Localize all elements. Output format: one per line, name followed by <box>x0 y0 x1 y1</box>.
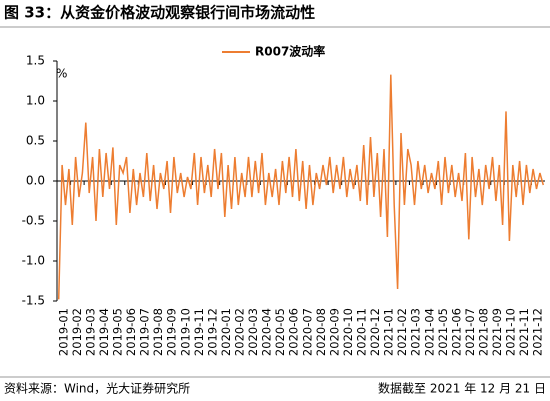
y-tick-label: 0.0 <box>26 174 45 188</box>
line-series <box>57 74 545 300</box>
x-tick-label: 2020-09 <box>327 308 341 356</box>
x-tick-label: 2019-02 <box>70 308 84 356</box>
y-unit: % <box>56 67 67 81</box>
x-tick-label: 2021-03 <box>409 308 423 356</box>
x-tick-label: 2021-06 <box>449 308 463 356</box>
x-tick-label: 2020-10 <box>341 308 355 356</box>
x-tick-label: 2019-04 <box>97 308 111 356</box>
y-tick-label: -1.5 <box>22 294 45 308</box>
x-tick-label: 2021-10 <box>504 308 518 356</box>
y-tick-label: 0.5 <box>26 134 45 148</box>
x-tick-label: 2019-10 <box>178 308 192 356</box>
x-tick-label: 2019-08 <box>151 308 165 356</box>
x-tick-label: 2020-02 <box>233 308 247 356</box>
y-tick-label: 1.0 <box>26 94 45 108</box>
x-tick-label: 2021-04 <box>422 308 436 356</box>
y-tick-label: -1.0 <box>22 254 45 268</box>
x-tick-label: 2021-11 <box>517 308 531 356</box>
y-tick-label: 1.5 <box>26 54 45 68</box>
y-tick-label: -0.5 <box>22 214 45 228</box>
x-tick-label: 2020-01 <box>219 308 233 356</box>
x-tick-label: 2020-11 <box>355 308 369 356</box>
note: 数据截至 2021 年 12 月 21 日 <box>378 381 546 396</box>
chart-title: 图 33：从资金价格波动观察银行间市场流动性 <box>4 4 315 22</box>
x-tick-label: 2021-02 <box>395 308 409 356</box>
x-tick-label: 2019-07 <box>138 308 152 356</box>
x-tick-label: 2021-07 <box>463 308 477 356</box>
x-tick-label: 2020-12 <box>368 308 382 356</box>
x-tick-label: 2021-05 <box>436 308 450 356</box>
x-tick-label: 2020-04 <box>260 308 274 356</box>
x-tick-label: 2019-12 <box>205 308 219 356</box>
x-tick-label: 2020-03 <box>246 308 260 356</box>
x-tick-label: 2020-05 <box>273 308 287 356</box>
x-tick-label: 2019-01 <box>56 308 70 356</box>
legend-label: R007波动率 <box>255 44 325 59</box>
source: 资料来源：Wind，光大证券研究所 <box>4 381 190 396</box>
x-tick-label: 2021-01 <box>382 308 396 356</box>
x-tick-label: 2021-08 <box>477 308 491 356</box>
x-tick-label: 2019-11 <box>192 308 206 356</box>
x-tick-label: 2019-05 <box>111 308 125 356</box>
x-tick-label: 2021-09 <box>490 308 504 356</box>
x-tick-label: 2020-08 <box>314 308 328 356</box>
x-tick-label: 2020-07 <box>300 308 314 356</box>
x-tick-label: 2019-06 <box>124 308 138 356</box>
x-tick-label: 2021-12 <box>531 308 545 356</box>
x-tick-label: 2019-03 <box>83 308 97 356</box>
x-tick-label: 2019-09 <box>165 308 179 356</box>
x-tick-label: 2020-06 <box>287 308 301 356</box>
